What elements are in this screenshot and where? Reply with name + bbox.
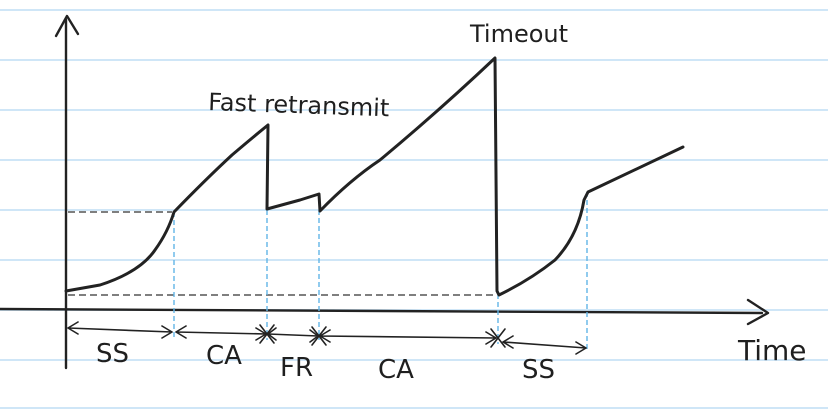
- span-ss-1: [67, 321, 173, 339]
- span-fr: [267, 327, 319, 343]
- phase-label-ss-1: SS: [96, 339, 129, 369]
- boundary-cross-marks: [259, 324, 506, 348]
- threshold-lines: [68, 211, 497, 296]
- phase-label-ss-2: SS: [522, 355, 555, 385]
- x-axis-arrow-icon: [746, 298, 770, 326]
- phase-boundaries: [173, 192, 588, 350]
- phase-label-ca-1: CA: [206, 341, 242, 371]
- y-axis: [54, 14, 80, 370]
- fast-retransmit-label: Fast retransmit: [208, 88, 390, 122]
- span-ss-2: [502, 335, 587, 355]
- congestion-window-curve: [64, 56, 685, 297]
- x-axis-label: Time: [737, 334, 807, 367]
- span-ca-2: [319, 329, 497, 345]
- phase-label-fr: FR: [280, 353, 313, 383]
- timeout-label: Timeout: [469, 20, 568, 48]
- span-ca-1: [175, 325, 267, 341]
- x-axis: [0, 298, 770, 326]
- phase-span-arrows: [67, 321, 587, 355]
- phase-label-ca-2: CA: [378, 355, 414, 385]
- y-axis-arrow-icon: [54, 14, 80, 38]
